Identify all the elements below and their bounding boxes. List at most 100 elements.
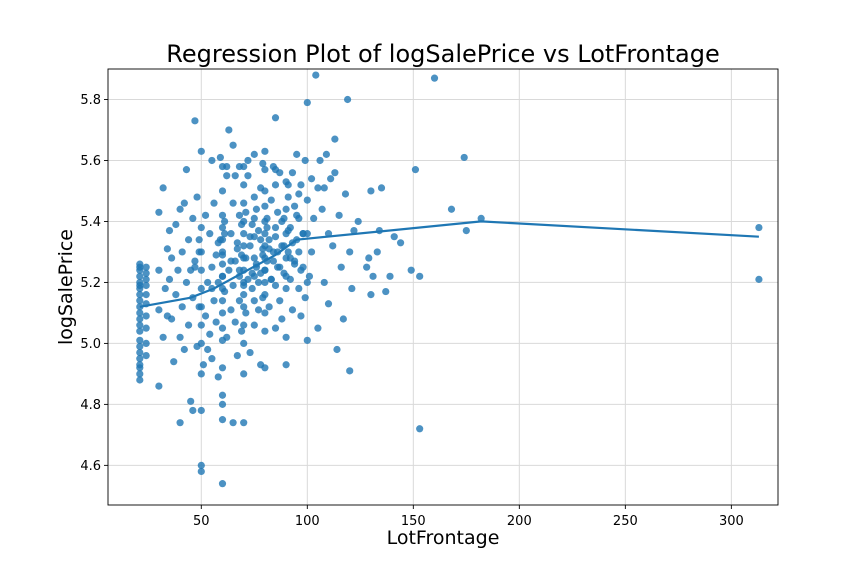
data-point: [299, 230, 307, 238]
data-point: [161, 284, 169, 293]
y-axis-ticks: 4.6 4.8 5.0 5.2 5.4 5.6 5.8: [80, 93, 108, 474]
data-point: [195, 236, 203, 244]
data-point: [363, 263, 371, 271]
data-point: [218, 391, 227, 399]
data-point: [261, 230, 269, 238]
data-point: [180, 345, 188, 354]
data-point: [184, 236, 193, 244]
data-point: [447, 205, 456, 213]
y-tick-label: 4.6: [80, 459, 101, 474]
y-tick-label: 5.4: [80, 215, 101, 230]
data-point: [276, 263, 284, 271]
data-point: [193, 193, 201, 201]
y-axis-label: logSalePrice: [55, 229, 77, 345]
data-point: [369, 272, 377, 280]
data-point: [244, 275, 252, 283]
data-point: [240, 291, 248, 299]
data-point: [223, 162, 231, 171]
data-point: [261, 166, 269, 174]
data-point: [240, 199, 248, 207]
data-point: [354, 217, 362, 226]
data-point: [218, 187, 227, 195]
data-point: [250, 297, 258, 305]
data-point: [271, 181, 280, 189]
x-tick-label: 50: [193, 514, 210, 529]
y-tick-label: 4.8: [80, 398, 101, 413]
data-point: [246, 242, 254, 250]
data-point: [136, 327, 144, 335]
data-point: [284, 193, 292, 201]
data-point: [365, 254, 373, 262]
data-point: [159, 184, 167, 192]
data-point: [229, 199, 237, 207]
data-point: [327, 175, 335, 183]
data-point: [142, 352, 150, 360]
data-point: [267, 275, 275, 283]
data-point: [136, 342, 144, 351]
data-point: [136, 291, 144, 299]
data-point: [136, 348, 144, 357]
data-point: [155, 382, 163, 390]
data-point: [221, 287, 229, 296]
data-point: [318, 205, 326, 213]
data-point: [227, 230, 235, 238]
data-point: [221, 230, 229, 238]
x-tick-label: 200: [507, 514, 532, 529]
data-point: [136, 361, 144, 369]
data-point: [301, 294, 309, 302]
data-point: [240, 281, 248, 290]
data-point: [218, 272, 227, 280]
data-point: [240, 339, 248, 348]
data-point: [240, 242, 248, 250]
x-axis-ticks: 50 100 150 200 250 300: [193, 505, 744, 529]
data-point: [305, 272, 314, 280]
data-point: [284, 226, 292, 235]
data-point: [225, 266, 233, 274]
data-point: [261, 364, 269, 372]
data-point: [307, 175, 316, 183]
data-point: [208, 355, 216, 363]
data-point: [218, 223, 227, 232]
data-point: [240, 303, 248, 311]
data-point: [208, 263, 216, 271]
data-point: [284, 248, 292, 256]
data-point: [407, 266, 415, 274]
data-point: [259, 159, 267, 168]
data-point: [293, 150, 301, 158]
data-point: [331, 169, 339, 177]
x-tick-label: 300: [719, 514, 744, 529]
data-point: [282, 284, 290, 293]
data-point: [265, 236, 273, 244]
data-point: [233, 239, 241, 247]
data-point: [199, 361, 208, 369]
data-point: [240, 181, 248, 189]
data-point: [136, 260, 144, 268]
data-point: [290, 260, 299, 268]
data-point: [136, 376, 144, 384]
data-point: [229, 141, 237, 149]
data-point: [223, 333, 231, 341]
data-point: [168, 315, 176, 323]
data-point: [314, 324, 322, 332]
data-point: [377, 184, 386, 192]
data-point: [295, 190, 303, 198]
data-point: [390, 233, 398, 241]
data-point: [276, 297, 284, 305]
data-point: [182, 278, 191, 287]
data-point: [329, 242, 337, 250]
data-point: [297, 266, 305, 274]
data-point: [189, 406, 197, 415]
data-point: [460, 153, 468, 162]
data-point: [373, 248, 381, 256]
data-point: [229, 281, 237, 290]
data-point: [197, 303, 205, 311]
data-point: [367, 187, 375, 195]
x-tick-label: 100: [295, 514, 320, 529]
data-point: [212, 318, 220, 326]
plot-frame: [107, 68, 779, 506]
data-point: [250, 214, 258, 222]
data-point: [271, 233, 280, 241]
data-point: [218, 251, 227, 259]
data-point: [254, 226, 263, 235]
grid: [108, 69, 778, 505]
